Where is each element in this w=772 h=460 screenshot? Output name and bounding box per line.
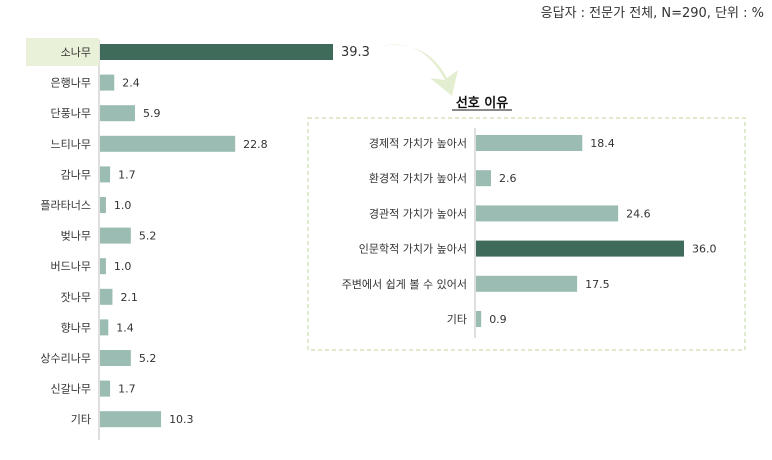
category-label-12: 신갈나무 — [51, 382, 91, 396]
value-label-3: 5.9 — [143, 107, 161, 120]
category-label-13: 기타 — [71, 413, 91, 426]
reason-value-3: 24.6 — [626, 207, 651, 220]
reason-value-4: 36.0 — [692, 243, 717, 256]
reason-value-5: 17.5 — [585, 278, 610, 291]
reason-value-2: 2.6 — [499, 172, 517, 185]
bar-11 — [100, 350, 131, 366]
reason-bar-4 — [476, 240, 684, 257]
category-label-10: 향나무 — [61, 321, 91, 334]
category-label-11: 상수리나무 — [40, 352, 91, 365]
reason-bar-6 — [476, 311, 482, 327]
panel-title: 선호 이유 — [456, 95, 508, 111]
value-label-1: 39.3 — [341, 45, 370, 60]
respondent-note: 응답자 : 전문가 전체, N=290, 단위 : % — [540, 6, 764, 21]
category-label-8: 버드나무 — [51, 260, 91, 273]
bar-12 — [100, 380, 111, 397]
highlight-label-bg — [26, 38, 99, 66]
bar-6 — [100, 197, 106, 213]
reason-label-3: 경관적 가치가 높아서 — [369, 207, 467, 220]
reason-bar-1 — [476, 135, 583, 151]
reason-bar-3 — [476, 205, 619, 222]
bar-9 — [100, 288, 113, 305]
category-label-6: 플라타너스 — [40, 199, 91, 212]
value-label-10: 1.4 — [116, 321, 134, 334]
reason-value-6: 0.9 — [489, 313, 507, 326]
value-label-6: 1.0 — [114, 199, 132, 212]
reason-label-5: 주변에서 쉽게 볼 수 있어서 — [342, 278, 467, 291]
bar-8 — [100, 258, 106, 275]
connector-arrow — [380, 44, 458, 96]
reason-bar-5 — [476, 275, 578, 292]
category-label-7: 벚나무 — [61, 230, 91, 243]
value-label-12: 1.7 — [118, 383, 136, 396]
value-label-5: 1.7 — [118, 168, 136, 181]
category-label-2: 은행나무 — [51, 77, 91, 90]
bar-5 — [100, 166, 111, 183]
category-label-9: 잣나무 — [61, 291, 91, 304]
value-label-9: 2.1 — [120, 291, 138, 304]
value-label-7: 5.2 — [139, 230, 157, 243]
category-label-4: 느티나무 — [51, 138, 91, 151]
panel-border — [307, 117, 746, 351]
bar-13 — [100, 411, 162, 428]
bar-1 — [100, 44, 333, 60]
value-label-4: 22.8 — [243, 138, 268, 151]
bar-3 — [100, 105, 135, 122]
reason-label-6: 기타 — [447, 313, 467, 326]
value-label-13: 10.3 — [169, 413, 194, 426]
bar-7 — [100, 227, 131, 244]
category-label-3: 단풍나무 — [51, 107, 91, 120]
value-label-8: 1.0 — [114, 260, 132, 273]
reason-bar-2 — [476, 170, 492, 187]
reason-value-1: 18.4 — [590, 137, 615, 150]
bar-10 — [100, 319, 109, 336]
category-label-1: 소나무 — [61, 46, 91, 59]
reason-label-4: 인문학적 가치가 높아서 — [359, 243, 467, 256]
bar-4 — [100, 135, 236, 152]
value-label-11: 5.2 — [139, 352, 157, 365]
category-label-5: 감나무 — [61, 168, 91, 181]
value-label-2: 2.4 — [122, 77, 140, 90]
reason-label-1: 경제적 가치가 높아서 — [369, 137, 467, 150]
reason-label-2: 환경적 가치가 높아서 — [369, 172, 467, 185]
bar-2 — [100, 74, 115, 91]
